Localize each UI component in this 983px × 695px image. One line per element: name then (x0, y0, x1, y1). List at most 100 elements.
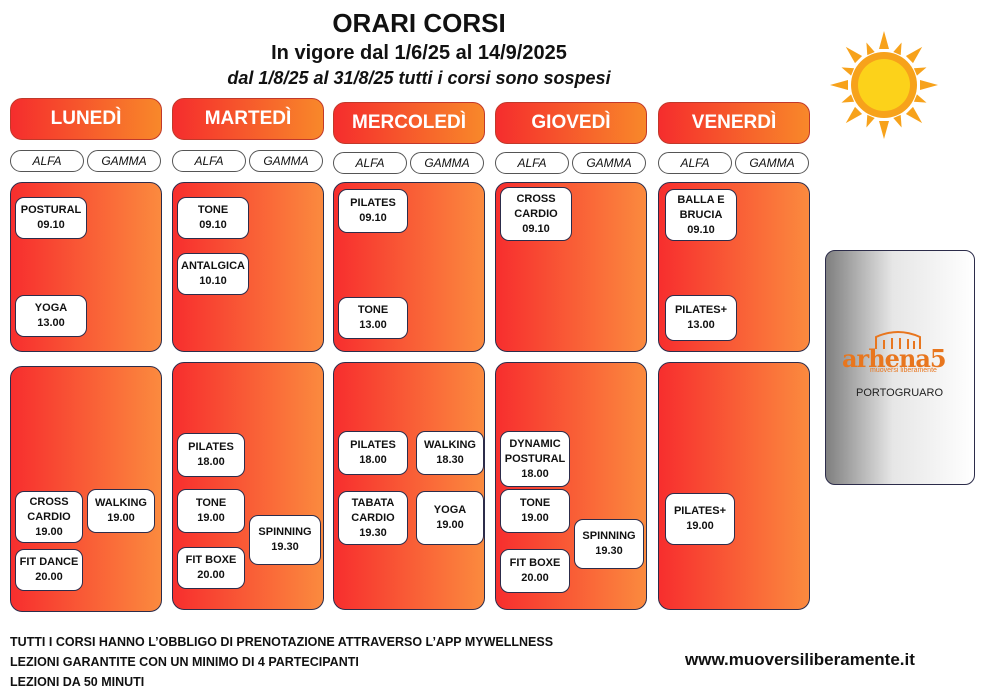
class-card[interactable]: SPINNING 19.30 (574, 519, 644, 569)
class-card-line: BALLA E (677, 193, 725, 206)
brand-logo: arhena5 (842, 344, 947, 373)
class-card-line: TABATA (351, 496, 395, 509)
class-card[interactable]: PILATES 09.10 (338, 189, 408, 233)
class-card[interactable]: TABATA CARDIO 19.30 (338, 491, 408, 545)
class-card-line: 13.00 (687, 319, 715, 331)
room-pill-gamma[interactable]: GAMMA (410, 152, 484, 174)
class-card-line: TONE (519, 497, 551, 509)
class-card[interactable]: SPINNING 19.30 (249, 515, 321, 565)
class-card-line: 09.10 (359, 212, 387, 224)
class-card-line: 13.00 (359, 319, 387, 331)
class-card-line: 19.00 (197, 512, 225, 524)
morning-panel: POSTURAL 09.10 YOGA 13.00 (10, 182, 162, 352)
class-card[interactable]: ANTALGICA 10.10 (177, 253, 249, 295)
class-card[interactable]: PILATES 18.00 (338, 431, 408, 475)
class-card[interactable]: FIT BOXE 20.00 (177, 547, 245, 589)
room-pill-alfa[interactable]: ALFA (333, 152, 407, 174)
room-pill-alfa[interactable]: ALFA (658, 152, 732, 174)
class-card-line: 19.30 (359, 526, 387, 539)
logo-card: arhena5 muoversi liberamente PORTOGRUARO (825, 250, 975, 485)
room-pill-alfa[interactable]: ALFA (495, 152, 569, 174)
class-card-line: ANTALGICA (181, 260, 245, 272)
class-card-line: CARDIO (351, 511, 395, 524)
class-card[interactable]: TONE 19.00 (500, 489, 570, 533)
class-card[interactable]: BALLA E BRUCIA 09.10 (665, 189, 737, 241)
class-card-line: FIT DANCE (19, 556, 79, 568)
class-card-line: SPINNING (258, 526, 312, 538)
class-card[interactable]: YOGA 19.00 (416, 491, 484, 545)
class-card-line: CROSS (516, 192, 556, 205)
class-card-line: 18.00 (521, 467, 549, 480)
class-card-line: 18.30 (436, 454, 464, 466)
class-card[interactable]: TONE 09.10 (177, 197, 249, 239)
class-card-line: 20.00 (197, 569, 225, 581)
class-card-line: 13.00 (37, 317, 65, 329)
class-card-line: FIT BOXE (509, 557, 561, 569)
class-card-line: PILATES+ (673, 505, 727, 517)
class-card-line: 18.00 (197, 456, 225, 468)
arena-icon (875, 331, 921, 349)
class-card-line: TONE (195, 497, 227, 509)
class-card-line: YOGA (433, 504, 467, 516)
location-label: PORTOGRUARO (856, 387, 943, 399)
class-card[interactable]: TONE 19.00 (177, 489, 245, 533)
class-card[interactable]: CROSS CARDIO 09.10 (500, 187, 572, 241)
class-card-line: 19.00 (436, 519, 464, 531)
day-header-mercoled: MERCOLEDÌ (333, 102, 485, 144)
room-pill-alfa[interactable]: ALFA (10, 150, 84, 172)
room-pill-gamma[interactable]: GAMMA (249, 150, 323, 172)
day-header-gioved: GIOVEDÌ (495, 102, 647, 144)
class-card[interactable]: PILATES+ 19.00 (665, 493, 735, 545)
footer-line-booking: TUTTI I CORSI HANNO L’OBBLIGO DI PRENOTA… (10, 635, 554, 649)
evening-panel: CROSS CARDIO 19.00 WALKING 19.00 FIT DANCE 20.… (10, 366, 162, 612)
class-card[interactable]: CROSS CARDIO 19.00 (15, 491, 83, 543)
footer-line-minimum: LEZIONI GARANTITE CON UN MINIMO DI 4 PAR… (10, 655, 359, 669)
class-card-line: 09.10 (37, 219, 65, 231)
class-card-line: 19.00 (35, 525, 63, 538)
class-card-line: CARDIO (27, 510, 71, 523)
class-card[interactable]: DYNAMIC POSTURAL 18.00 (500, 431, 570, 487)
class-card-line: CARDIO (514, 207, 558, 220)
class-card-line: PILATES (188, 441, 234, 453)
brand-tagline: muoversi liberamente (870, 367, 937, 374)
class-card[interactable]: WALKING 18.30 (416, 431, 484, 475)
class-card-line: CROSS (29, 495, 69, 508)
class-card-line: 09.10 (199, 219, 227, 231)
class-card-line: 19.00 (521, 512, 549, 524)
room-pill-gamma[interactable]: GAMMA (87, 150, 161, 172)
class-card[interactable]: TONE 13.00 (338, 297, 408, 339)
website-link[interactable]: www.muoversiliberamente.it (685, 650, 915, 669)
morning-panel: PILATES 09.10 TONE 13.00 (333, 182, 485, 352)
class-card[interactable]: FIT BOXE 20.00 (500, 549, 570, 593)
class-card-line: 09.10 (687, 223, 715, 236)
room-pill-gamma[interactable]: GAMMA (735, 152, 809, 174)
class-card-line: TONE (197, 204, 229, 216)
class-card-line: 10.10 (199, 275, 227, 287)
morning-panel: CROSS CARDIO 09.10 (495, 182, 647, 352)
day-header-luned: LUNEDÌ (10, 98, 162, 140)
class-card-line: WALKING (424, 439, 476, 451)
class-card[interactable]: YOGA 13.00 (15, 295, 87, 337)
evening-panel: PILATES 18.00 WALKING 18.30 TABATA CARDIO 19.3… (333, 362, 485, 610)
class-card[interactable]: PILATES 18.00 (177, 433, 245, 477)
class-card-line: 19.00 (107, 512, 135, 524)
class-card-line: DYNAMIC (509, 437, 561, 450)
class-card[interactable]: POSTURAL 09.10 (15, 197, 87, 239)
class-card-line: FIT BOXE (185, 554, 237, 566)
class-card-line: 20.00 (521, 572, 549, 584)
class-card-line: 19.00 (686, 520, 714, 532)
class-card[interactable]: PILATES+ 13.00 (665, 295, 737, 341)
class-card[interactable]: WALKING 19.00 (87, 489, 155, 533)
class-card-line: 09.10 (522, 222, 550, 235)
class-card-line: POSTURAL (20, 204, 82, 216)
room-pill-alfa[interactable]: ALFA (172, 150, 246, 172)
evening-panel: PILATES 18.00 TONE 19.00 SPINNING 19.30 FIT BO… (172, 362, 324, 610)
morning-panel: BALLA E BRUCIA 09.10 PILATES+ 13.00 (658, 182, 810, 352)
class-card-line: BRUCIA (679, 208, 723, 221)
sun-icon (830, 31, 938, 139)
room-pill-gamma[interactable]: GAMMA (572, 152, 646, 174)
suspension-notice: dal 1/8/25 al 31/8/25 tutti i corsi sono… (227, 68, 611, 88)
page-title: ORARI CORSI (332, 8, 506, 38)
class-card[interactable]: FIT DANCE 20.00 (15, 549, 83, 591)
class-card-line: 19.30 (271, 541, 299, 553)
